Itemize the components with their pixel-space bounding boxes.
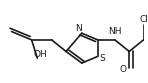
Text: S: S <box>99 54 105 63</box>
Text: N: N <box>76 24 82 33</box>
Text: O: O <box>120 65 127 74</box>
Text: NH: NH <box>108 27 122 36</box>
Text: OH: OH <box>33 50 47 59</box>
Text: Cl: Cl <box>139 15 148 24</box>
